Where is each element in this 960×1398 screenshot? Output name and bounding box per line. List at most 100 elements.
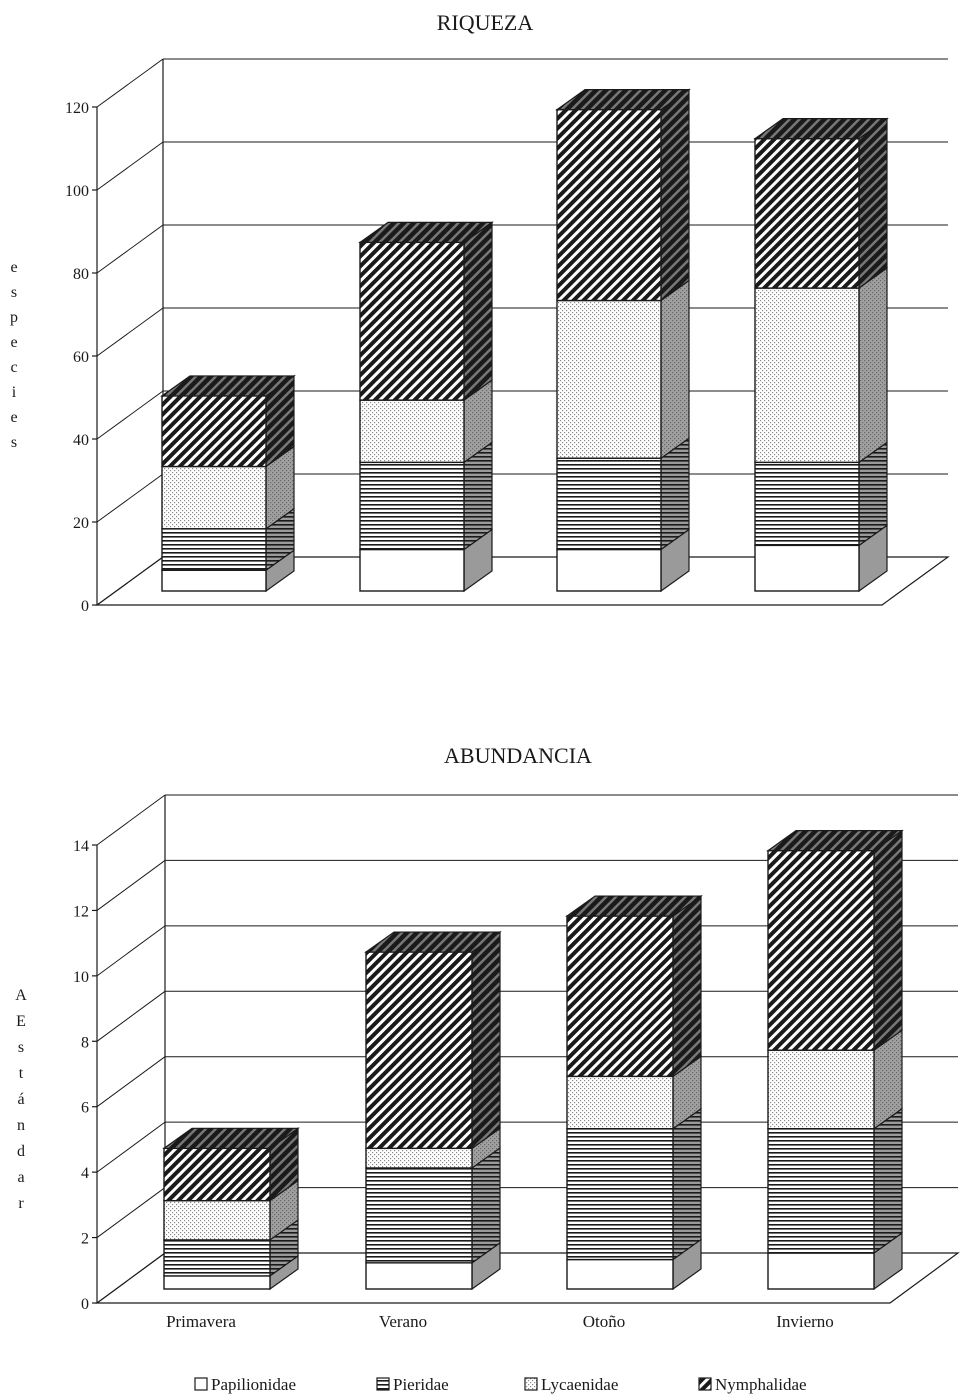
bar-lycaenidae-otono [556, 299, 662, 459]
bar-pieridae-otono [566, 1127, 674, 1261]
bar-papilionidae-invierno [754, 544, 860, 592]
legend-swatch-nymphalidae [698, 1377, 712, 1391]
bar-side-nymphalidae-verano [471, 930, 501, 1150]
y-tick-label: 120 [65, 100, 89, 117]
bar-side-pieridae-invierno [873, 1107, 903, 1255]
bar-nymphalidae-otono [556, 108, 662, 302]
side-grid-line [96, 860, 166, 911]
bar-side-lycaenidae-otono [660, 279, 690, 460]
y-tick-label: 12 [73, 903, 89, 920]
y-tick-label: 0 [81, 1296, 89, 1313]
y-tick-label: 10 [73, 969, 89, 986]
bar-papilionidae-primavera [161, 569, 267, 592]
bar-side-nymphalidae-invierno [873, 829, 903, 1052]
bar-nymphalidae-otono [566, 915, 674, 1078]
chart-title: ABUNDANCIA [444, 743, 592, 768]
bar-lycaenidae-verano [365, 1147, 473, 1169]
bar-side-nymphalidae-otono [672, 894, 702, 1078]
bar-lycaenidae-invierno [754, 287, 860, 464]
bar-lycaenidae-verano [359, 399, 465, 464]
chart-title: RIQUEZA [437, 10, 534, 35]
bar-side-nymphalidae-invierno [858, 117, 888, 290]
y-tick-label: 0 [81, 598, 89, 615]
bar-lycaenidae-otono [566, 1075, 674, 1130]
x-tick-label: Primavera [166, 1312, 236, 1331]
side-grid-line [96, 141, 164, 191]
bar-lycaenidae-primavera [163, 1199, 271, 1241]
bar-papilionidae-verano [365, 1262, 473, 1290]
legend: Papilionidae Pieridae Lycaenidae Nymphalida… [194, 1375, 807, 1394]
side-grid-line [96, 794, 166, 846]
side-grid-line [96, 990, 166, 1042]
riqueza-plot: 0 20 40 60 80 100 120 [65, 58, 950, 615]
bar-pieridae-invierno [767, 1127, 875, 1254]
legend-swatch-papilionidae [194, 1377, 208, 1391]
bar-top-invierno [766, 830, 904, 852]
bar-top-invierno [753, 118, 889, 140]
bar-top-verano [358, 221, 494, 243]
y-tick-label: 80 [73, 266, 89, 283]
side-grid-line [96, 1121, 166, 1173]
y-tick-label: 14 [73, 838, 89, 855]
bar-side-nymphalidae-otono [660, 88, 690, 302]
legend-label-pieridae: Pieridae [393, 1375, 449, 1394]
side-grid-line [96, 58, 164, 108]
bar-top-verano [364, 931, 502, 953]
bar-papilionidae-verano [359, 548, 465, 592]
x-tick-label: Otoño [583, 1312, 626, 1331]
bar-nymphalidae-invierno [767, 849, 875, 1051]
side-grid-line [96, 1187, 166, 1238]
y-tick-label: 2 [81, 1231, 89, 1248]
bar-side-lycaenidae-invierno [858, 266, 888, 464]
bar-papilionidae-otono [566, 1258, 674, 1290]
bar-papilionidae-otono [556, 548, 662, 592]
y-tick-label: 4 [81, 1165, 89, 1182]
bar-lycaenidae-invierno [767, 1049, 875, 1130]
y-tick-label: 20 [73, 515, 89, 532]
x-tick-label: Invierno [776, 1312, 834, 1331]
side-grid-line [96, 473, 164, 523]
bar-nymphalidae-primavera [163, 1147, 271, 1202]
y-tick-label: 8 [81, 1034, 89, 1051]
side-grid-line [96, 925, 166, 977]
side-grid-line [96, 224, 164, 274]
bar-nymphalidae-verano [365, 951, 473, 1150]
abundancia-plot: 0 2 4 6 8 10 12 14 Primavera Verano Otoño Invierno [73, 794, 960, 1331]
y-tick-label: 6 [81, 1100, 89, 1117]
bar-side-pieridae-otono [672, 1107, 702, 1261]
abundancia-chart: ABUNDANCIA 0 2 4 6 8 10 12 14 Primavera Verano Oto… [15, 743, 960, 1331]
bar-pieridae-primavera [161, 528, 267, 571]
legend-swatch-lycaenidae [524, 1377, 538, 1391]
side-grid-line [96, 1056, 166, 1108]
y-tick-label: 60 [73, 349, 89, 366]
y-tick-label: 40 [73, 432, 89, 449]
y-tick-label: 100 [65, 183, 89, 200]
legend-label-nymphalidae: Nymphalidae [715, 1375, 807, 1394]
x-tick-label: Verano [379, 1312, 427, 1331]
legend-label-papilionidae: Papilionidae [211, 1375, 296, 1394]
bar-nymphalidae-invierno [754, 137, 860, 289]
bar-side-nymphalidae-verano [463, 221, 493, 402]
floor [95, 556, 950, 606]
bar-nymphalidae-verano [359, 241, 465, 401]
bar-pieridae-primavera [163, 1239, 271, 1277]
bar-pieridae-verano [365, 1167, 473, 1264]
bar-nymphalidae-primavera [161, 395, 267, 468]
bar-papilionidae-invierno [767, 1252, 875, 1290]
bar-lycaenidae-primavera [161, 465, 267, 530]
bar-pieridae-otono [556, 457, 662, 551]
bar-top-otono [555, 88, 691, 111]
bar-pieridae-verano [359, 461, 465, 551]
bar-top-primavera [160, 375, 296, 397]
legend-label-lycaenidae: Lycaenidae [541, 1375, 618, 1394]
bar-top-primavera [162, 1127, 300, 1149]
side-grid-line [96, 390, 164, 440]
bar-top-otono [565, 895, 703, 917]
bar-papilionidae-primavera [163, 1275, 271, 1290]
bar-pieridae-invierno [754, 461, 860, 547]
floor [95, 1252, 960, 1304]
